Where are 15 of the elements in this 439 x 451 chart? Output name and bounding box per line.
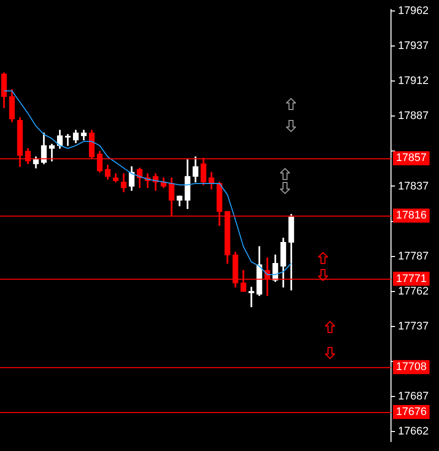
ref-line-label: 17857 <box>396 152 427 164</box>
y-tick-label: 17887 <box>398 110 429 122</box>
ref-line-label: 17676 <box>396 406 427 418</box>
y-tick-label: 17937 <box>398 40 429 52</box>
ref-line-label: 17708 <box>396 361 427 374</box>
y-tick-label: 17787 <box>398 250 429 262</box>
y-tick-label: 17837 <box>398 180 429 192</box>
y-tick-label: 17762 <box>398 285 429 298</box>
y-tick-label: 17737 <box>398 320 429 332</box>
y-tick-label: 17962 <box>398 5 429 18</box>
y-tick-label: 17912 <box>398 75 429 88</box>
ref-line-label: 17771 <box>396 272 427 285</box>
y-tick-label: 17662 <box>398 426 429 438</box>
ref-line-label: 17816 <box>396 210 427 222</box>
y-tick-label: 17687 <box>398 390 429 403</box>
